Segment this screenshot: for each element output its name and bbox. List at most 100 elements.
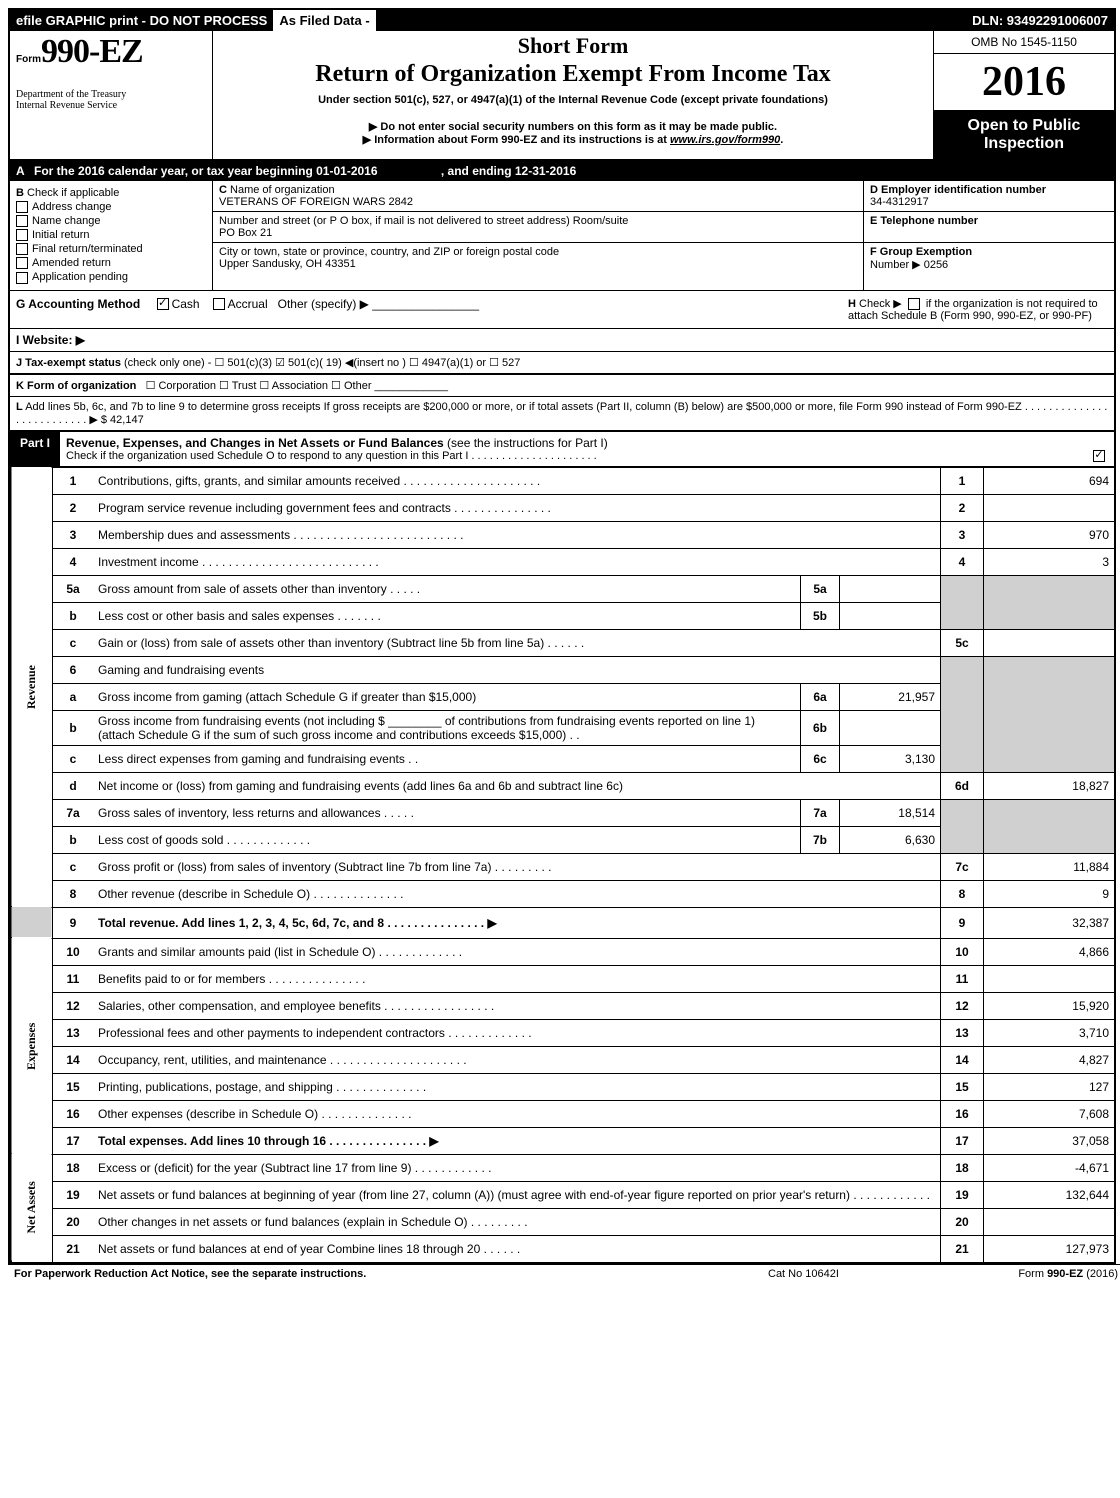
ln14: 14	[53, 1046, 94, 1073]
efile-label: efile GRAPHIC print - DO NOT PROCESS	[10, 10, 273, 31]
ln9-desc: Total revenue. Add lines 1, 2, 3, 4, 5c,…	[93, 907, 941, 938]
rev-end	[11, 907, 53, 938]
ln3-num: 3	[941, 521, 984, 548]
cb-amended[interactable]	[16, 257, 28, 269]
dln-label: DLN: 93492291006007	[966, 10, 1114, 31]
cb-address[interactable]	[16, 201, 28, 213]
ln19-num: 19	[941, 1181, 984, 1208]
ln8: 8	[53, 880, 94, 907]
ln5c-desc: Gain or (loss) from sale of assets other…	[93, 629, 941, 656]
ln9-val: 32,387	[984, 907, 1115, 938]
top-bar: efile GRAPHIC print - DO NOT PROCESS As …	[10, 10, 1114, 31]
sectC-label: C	[219, 184, 227, 196]
ln17-num: 17	[941, 1127, 984, 1154]
ln1-desc: Contributions, gifts, grants, and simila…	[93, 467, 941, 494]
ln10-val: 4,866	[984, 938, 1115, 965]
section-a-row: A For the 2016 calendar year, or tax yea…	[10, 161, 1114, 181]
ln6-desc: Gaming and fundraising events	[93, 656, 941, 683]
ln10: 10	[53, 938, 94, 965]
ln12: 12	[53, 992, 94, 1019]
section-gh: G Accounting Method Cash Accrual Other (…	[10, 291, 1114, 329]
ln16-desc: Other expenses (describe in Schedule O) …	[93, 1100, 941, 1127]
header-row: Form990-EZ Department of the Treasury In…	[10, 31, 1114, 161]
cb-schedb[interactable]	[908, 298, 920, 310]
header-mid: Short Form Return of Organization Exempt…	[213, 31, 934, 159]
sectK-text: ☐ Corporation ☐ Trust ☐ Association ☐ Ot…	[146, 380, 372, 392]
ln1: 1	[53, 467, 94, 494]
ln21-desc: Net assets or fund balances at end of ye…	[93, 1235, 941, 1262]
ln5a: 5a	[53, 575, 94, 602]
footer: For Paperwork Reduction Act Notice, see …	[8, 1264, 1120, 1283]
form-number: Form990-EZ	[16, 33, 206, 71]
as-filed-label: As Filed Data -	[273, 10, 415, 31]
ln16-num: 16	[941, 1100, 984, 1127]
cb-accrual[interactable]	[213, 298, 225, 310]
ln1-num: 1	[941, 467, 984, 494]
ln6d-desc: Net income or (loss) from gaming and fun…	[93, 772, 941, 799]
ln16-val: 7,608	[984, 1100, 1115, 1127]
cb-final[interactable]	[16, 243, 28, 255]
ln6d-val: 18,827	[984, 772, 1115, 799]
ln4-desc: Investment income . . . . . . . . . . . …	[93, 548, 941, 575]
ln21: 21	[53, 1235, 94, 1262]
ln13-num: 13	[941, 1019, 984, 1046]
sectB-title: Check if applicable	[27, 187, 119, 199]
ln5a-mv	[840, 575, 941, 602]
ln21-num: 21	[941, 1235, 984, 1262]
ln15-num: 15	[941, 1073, 984, 1100]
ln20: 20	[53, 1208, 94, 1235]
ln15: 15	[53, 1073, 94, 1100]
ln17-desc: Total expenses. Add lines 10 through 16 …	[93, 1127, 941, 1154]
ln4-num: 4	[941, 548, 984, 575]
grey-6-val	[984, 656, 1115, 772]
ln10-num: 10	[941, 938, 984, 965]
cb-schedo[interactable]	[1093, 450, 1105, 462]
ln7b-desc: Less cost of goods sold . . . . . . . . …	[93, 826, 801, 853]
ln11-desc: Benefits paid to or for members . . . . …	[93, 965, 941, 992]
sectF-label: F Group Exemption	[870, 246, 972, 258]
ln7b: b	[53, 826, 94, 853]
sectJ-text: (check only one) - ☐ 501(c)(3) ☑ 501(c)(…	[124, 357, 520, 369]
ln4: 4	[53, 548, 94, 575]
ln5b-mv	[840, 602, 941, 629]
section-k: K Form of organization ☐ Corporation ☐ T…	[10, 375, 1114, 397]
cb-name[interactable]	[16, 215, 28, 227]
ln8-val: 9	[984, 880, 1115, 907]
ln6c-desc: Less direct expenses from gaming and fun…	[93, 745, 801, 772]
cb-final-label: Final return/terminated	[32, 243, 143, 255]
cb-pending[interactable]	[16, 272, 28, 284]
short-form-title: Short Form	[223, 33, 923, 59]
ln19-val: 132,644	[984, 1181, 1115, 1208]
part-i-subtitle: (see the instructions for Part I)	[447, 436, 608, 450]
cb-initial[interactable]	[16, 229, 28, 241]
ln6d: d	[53, 772, 94, 799]
ln6a-mv: 21,957	[840, 683, 941, 710]
ln8-desc: Other revenue (describe in Schedule O) .…	[93, 880, 941, 907]
ln5a-mn: 5a	[801, 575, 840, 602]
section-c: C Name of organization VETERANS OF FOREI…	[213, 181, 864, 290]
section-b: B Check if applicable Address change Nam…	[10, 181, 213, 290]
grey-5ab	[941, 575, 984, 629]
return-title: Return of Organization Exempt From Incom…	[223, 61, 923, 88]
info-link[interactable]: www.irs.gov/form990	[670, 134, 780, 146]
ln19-desc: Net assets or fund balances at beginning…	[93, 1181, 941, 1208]
section-a: A For the 2016 calendar year, or tax yea…	[10, 161, 1114, 181]
ln6b-mn: 6b	[801, 710, 840, 745]
dept-treasury: Department of the Treasury	[16, 89, 206, 100]
cb-cash[interactable]	[157, 298, 169, 310]
ln18-desc: Excess or (deficit) for the year (Subtra…	[93, 1154, 941, 1181]
ln16: 16	[53, 1100, 94, 1127]
ln6a-desc: Gross income from gaming (attach Schedul…	[93, 683, 801, 710]
ln20-val	[984, 1208, 1115, 1235]
footer-mid: Cat No 10642I	[768, 1268, 968, 1280]
street-label: Number and street (or P O box, if mail i…	[219, 215, 628, 227]
sectJ-label: J Tax-exempt status	[16, 357, 121, 369]
ln6b-desc: Gross income from fundraising events (no…	[93, 710, 801, 745]
ln14-desc: Occupancy, rent, utilities, and maintena…	[93, 1046, 941, 1073]
other-label: Other (specify) ▶	[278, 297, 369, 311]
ln6b-mv	[840, 710, 941, 745]
part-i-checkbox	[1084, 432, 1114, 466]
ln6b: b	[53, 710, 94, 745]
ln7c-num: 7c	[941, 853, 984, 880]
open-line1: Open to Public	[938, 117, 1110, 135]
